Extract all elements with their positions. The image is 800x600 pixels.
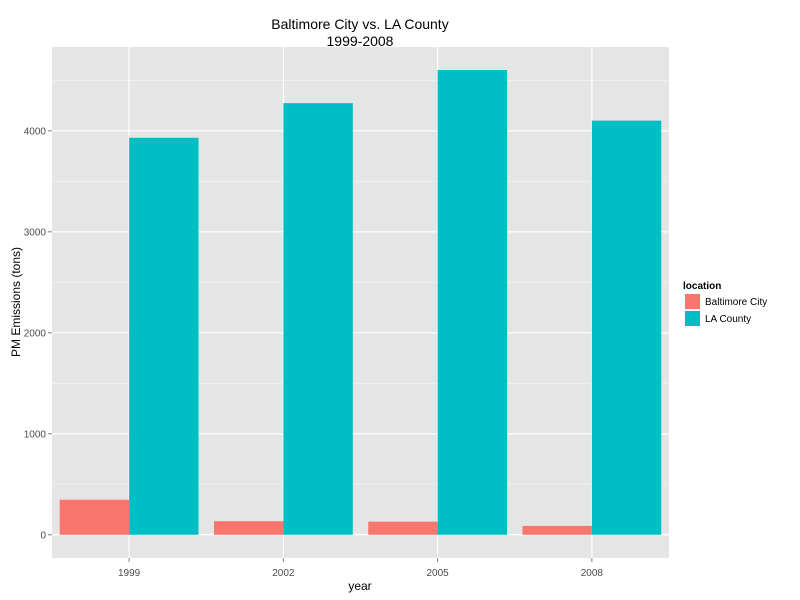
legend-label: Baltimore City bbox=[705, 297, 767, 308]
y-axis-title: PM Emissions (tons) bbox=[9, 247, 23, 357]
chart-title: Baltimore City vs. LA County bbox=[271, 16, 448, 32]
chart-subtitle: 1999-2008 bbox=[327, 33, 394, 49]
x-tick-label: 2008 bbox=[581, 568, 604, 579]
y-tick-label: 4000 bbox=[24, 126, 47, 137]
bar-baltimore-city-2005 bbox=[368, 521, 438, 535]
bar-baltimore-city-2008 bbox=[522, 525, 592, 535]
x-axis-ticks: 1999 2002 2005 2008 bbox=[118, 558, 603, 579]
x-tick-label: 2002 bbox=[272, 568, 295, 579]
bar-la-county-2002 bbox=[283, 103, 353, 535]
bar-baltimore-city-1999 bbox=[59, 499, 130, 535]
x-tick-label: 1999 bbox=[118, 568, 141, 579]
bar-baltimore-city-2002 bbox=[213, 521, 284, 535]
x-axis-title: year bbox=[348, 579, 371, 593]
legend-title: location bbox=[683, 281, 721, 292]
y-tick-label: 2000 bbox=[24, 328, 47, 339]
bar-la-county-2005 bbox=[437, 70, 508, 535]
x-tick-label: 2005 bbox=[427, 568, 450, 579]
bars bbox=[59, 70, 662, 535]
y-tick-label: 1000 bbox=[24, 429, 47, 440]
y-tick-label: 3000 bbox=[24, 227, 47, 238]
legend-swatch bbox=[685, 294, 700, 309]
bar-la-county-2008 bbox=[591, 120, 662, 535]
y-tick-label: 0 bbox=[40, 530, 46, 541]
legend-swatch bbox=[685, 311, 700, 326]
legend: location Baltimore City LA County bbox=[683, 281, 767, 328]
legend-label: LA County bbox=[705, 314, 751, 325]
y-axis-ticks: 0 1000 2000 3000 4000 bbox=[24, 126, 52, 541]
bar-la-county-1999 bbox=[129, 137, 199, 535]
